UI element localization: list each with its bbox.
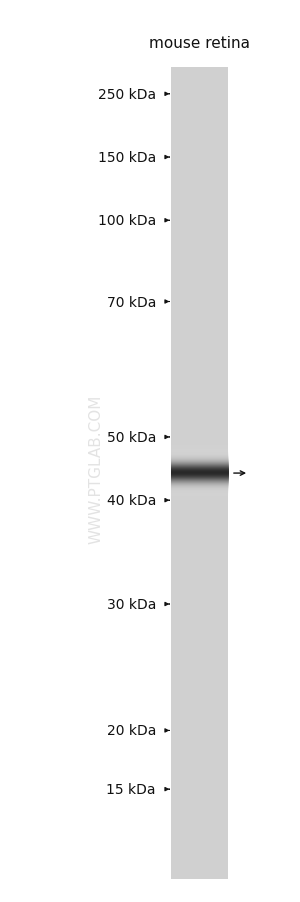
- Text: 30 kDa: 30 kDa: [106, 597, 156, 612]
- Text: 40 kDa: 40 kDa: [106, 493, 156, 508]
- Text: 20 kDa: 20 kDa: [106, 723, 156, 738]
- Text: WWW.PTGLAB.COM: WWW.PTGLAB.COM: [88, 394, 104, 544]
- Text: 15 kDa: 15 kDa: [106, 782, 156, 796]
- Text: 250 kDa: 250 kDa: [98, 87, 156, 102]
- Text: 150 kDa: 150 kDa: [98, 151, 156, 165]
- Text: 70 kDa: 70 kDa: [106, 295, 156, 309]
- Text: mouse retina: mouse retina: [149, 36, 250, 51]
- Text: 100 kDa: 100 kDa: [98, 214, 156, 228]
- Text: 50 kDa: 50 kDa: [106, 430, 156, 445]
- Bar: [171, 68, 228, 879]
